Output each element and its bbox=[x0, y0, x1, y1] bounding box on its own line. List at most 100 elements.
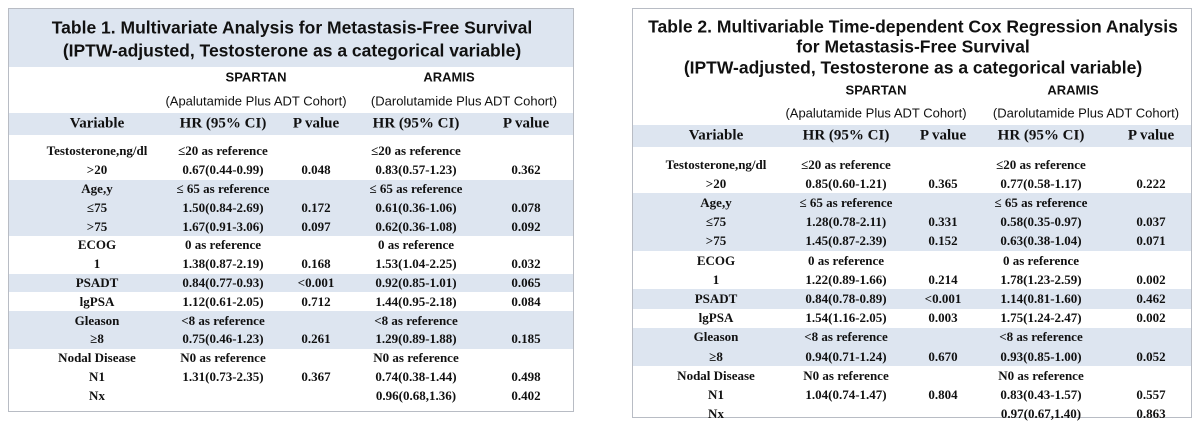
cell: ≤ 65 as reference bbox=[799, 195, 893, 210]
row-label: N1 bbox=[708, 387, 724, 402]
cell: N0 as reference bbox=[803, 367, 889, 383]
row-label: Gleason bbox=[74, 312, 120, 328]
cell: 1.31(0.73-2.35) bbox=[182, 369, 264, 384]
cell: 0.83(0.43-1.57) bbox=[1000, 387, 1082, 402]
header-band bbox=[633, 125, 1191, 147]
cell: 0.92(0.85-1.01) bbox=[375, 275, 457, 290]
cell: 1.14(0.81-1.60) bbox=[1000, 291, 1082, 306]
row-label: ECOG bbox=[77, 237, 117, 253]
cell: 0.152 bbox=[928, 233, 958, 249]
cell: 0.62(0.36-1.08) bbox=[375, 218, 457, 234]
cell: 0 as reference bbox=[377, 237, 455, 253]
cell: 0.863 bbox=[1136, 406, 1166, 422]
cell: 0.58(0.35-0.97) bbox=[1000, 214, 1082, 230]
group-name: ARAMIS bbox=[1047, 82, 1099, 98]
column-header: P value bbox=[1127, 127, 1175, 144]
title-band bbox=[9, 9, 573, 67]
cell: 1.67(0.91-3.06) bbox=[182, 218, 264, 234]
table-title: for Metastasis-Free Survival bbox=[796, 36, 1030, 57]
cell: 0.804 bbox=[928, 387, 958, 402]
cell: ≤ 65 as reference bbox=[369, 181, 463, 196]
row-label: Age,y bbox=[81, 181, 113, 196]
cell: 0.037 bbox=[1136, 214, 1166, 230]
cell: ≤20 as reference bbox=[996, 156, 1086, 172]
cell: ≤20 as reference bbox=[371, 143, 461, 159]
column-header: P value bbox=[919, 127, 967, 144]
cell: 0.214 bbox=[928, 271, 958, 287]
row-label: ≥8 bbox=[90, 331, 104, 347]
row-label: Testosterone,ng/dl bbox=[665, 156, 767, 172]
row-label: Nodal Disease bbox=[677, 367, 755, 383]
row-label: >75 bbox=[705, 233, 727, 249]
cell: 0.94(0.71-1.24) bbox=[805, 348, 887, 364]
cell: 0.367 bbox=[301, 369, 331, 384]
table: Table 1. Multivariate Analysis for Metas… bbox=[8, 8, 574, 412]
row-label: Nx bbox=[89, 387, 105, 403]
cell: 0.84(0.78-0.89) bbox=[805, 291, 887, 306]
cell: 0 as reference bbox=[184, 237, 262, 253]
cell: 1.75(1.24-2.47) bbox=[1000, 310, 1082, 326]
row-label: ≤75 bbox=[705, 214, 727, 230]
cell: 1.22(0.89-1.66) bbox=[805, 271, 887, 287]
column-header: HR (95% CI) bbox=[179, 115, 267, 132]
cell: 0.002 bbox=[1136, 310, 1166, 326]
cell: 0.071 bbox=[1136, 233, 1166, 249]
group-cohort: (Darolutamide Plus ADT Cohort) bbox=[370, 93, 558, 109]
table-title: (IPTW-adjusted, Testosterone as a catego… bbox=[62, 40, 522, 61]
cell: 1.53(1.04-2.25) bbox=[375, 256, 457, 272]
cell: 0.003 bbox=[928, 310, 958, 326]
cell: 0.002 bbox=[1136, 271, 1166, 287]
row-band bbox=[633, 289, 1191, 309]
row-band bbox=[9, 198, 573, 218]
row-band bbox=[9, 330, 573, 349]
header-band bbox=[9, 113, 573, 135]
cell: 1.38(0.87-2.19) bbox=[182, 256, 264, 272]
row-label: >20 bbox=[705, 175, 727, 191]
cell: 0.96(0.68,1.36) bbox=[375, 387, 457, 403]
row-band bbox=[9, 179, 573, 199]
cell: 1.04(0.74-1.47) bbox=[805, 387, 887, 402]
cell: 1.12(0.61-2.05) bbox=[182, 293, 264, 309]
table-title: Table 1. Multivariate Analysis for Metas… bbox=[51, 17, 533, 38]
cell: 0.331 bbox=[928, 214, 958, 230]
cell: 0.67(0.44-0.99) bbox=[182, 162, 264, 178]
cell: 0.222 bbox=[1136, 175, 1166, 191]
cell: 1.28(0.78-2.11) bbox=[805, 214, 887, 230]
row-label: N1 bbox=[89, 369, 105, 384]
cell: N0 as reference bbox=[373, 350, 459, 366]
cell: 0.83(0.57-1.23) bbox=[375, 162, 457, 178]
cell: 0.048 bbox=[301, 162, 331, 178]
table-title: Table 2. Multivariable Time-dependent Co… bbox=[648, 16, 1178, 37]
cell: 1.50(0.84-2.69) bbox=[182, 199, 264, 215]
cell: 1.78(1.23-2.59) bbox=[1000, 271, 1082, 287]
row-label: PSADT bbox=[694, 291, 738, 306]
row-band bbox=[633, 231, 1191, 251]
row-band bbox=[9, 311, 573, 330]
cell: 0.557 bbox=[1136, 387, 1166, 402]
cell: <0.001 bbox=[924, 291, 962, 306]
table: Table 2. Multivariable Time-dependent Co… bbox=[632, 8, 1192, 421]
column-header: P value bbox=[502, 115, 550, 132]
column-header: HR (95% CI) bbox=[372, 115, 460, 132]
cell: 0.77(0.58-1.17) bbox=[1000, 175, 1082, 191]
cell: 1.45(0.87-2.39) bbox=[805, 233, 887, 249]
cell: 0.498 bbox=[511, 369, 541, 384]
row-label: >20 bbox=[86, 162, 108, 178]
cell: 0.261 bbox=[301, 331, 331, 347]
row-label: Nodal Disease bbox=[58, 350, 136, 366]
cell: 0.75(0.46-1.23) bbox=[182, 331, 264, 347]
row-band bbox=[9, 217, 573, 236]
cell: 0.185 bbox=[511, 331, 541, 347]
cell: N0 as reference bbox=[998, 367, 1084, 383]
cell: 0.052 bbox=[1136, 348, 1166, 364]
cell: <0.001 bbox=[297, 275, 335, 290]
cell: 0.168 bbox=[301, 256, 331, 272]
row-band bbox=[9, 273, 573, 293]
cell: <8 as reference bbox=[374, 312, 458, 328]
cell: 0.097 bbox=[301, 218, 331, 234]
cell: ≤20 as reference bbox=[178, 143, 268, 159]
row-label: lgPSA bbox=[698, 310, 734, 326]
row-band bbox=[633, 193, 1191, 213]
cell: <8 as reference bbox=[181, 312, 265, 328]
